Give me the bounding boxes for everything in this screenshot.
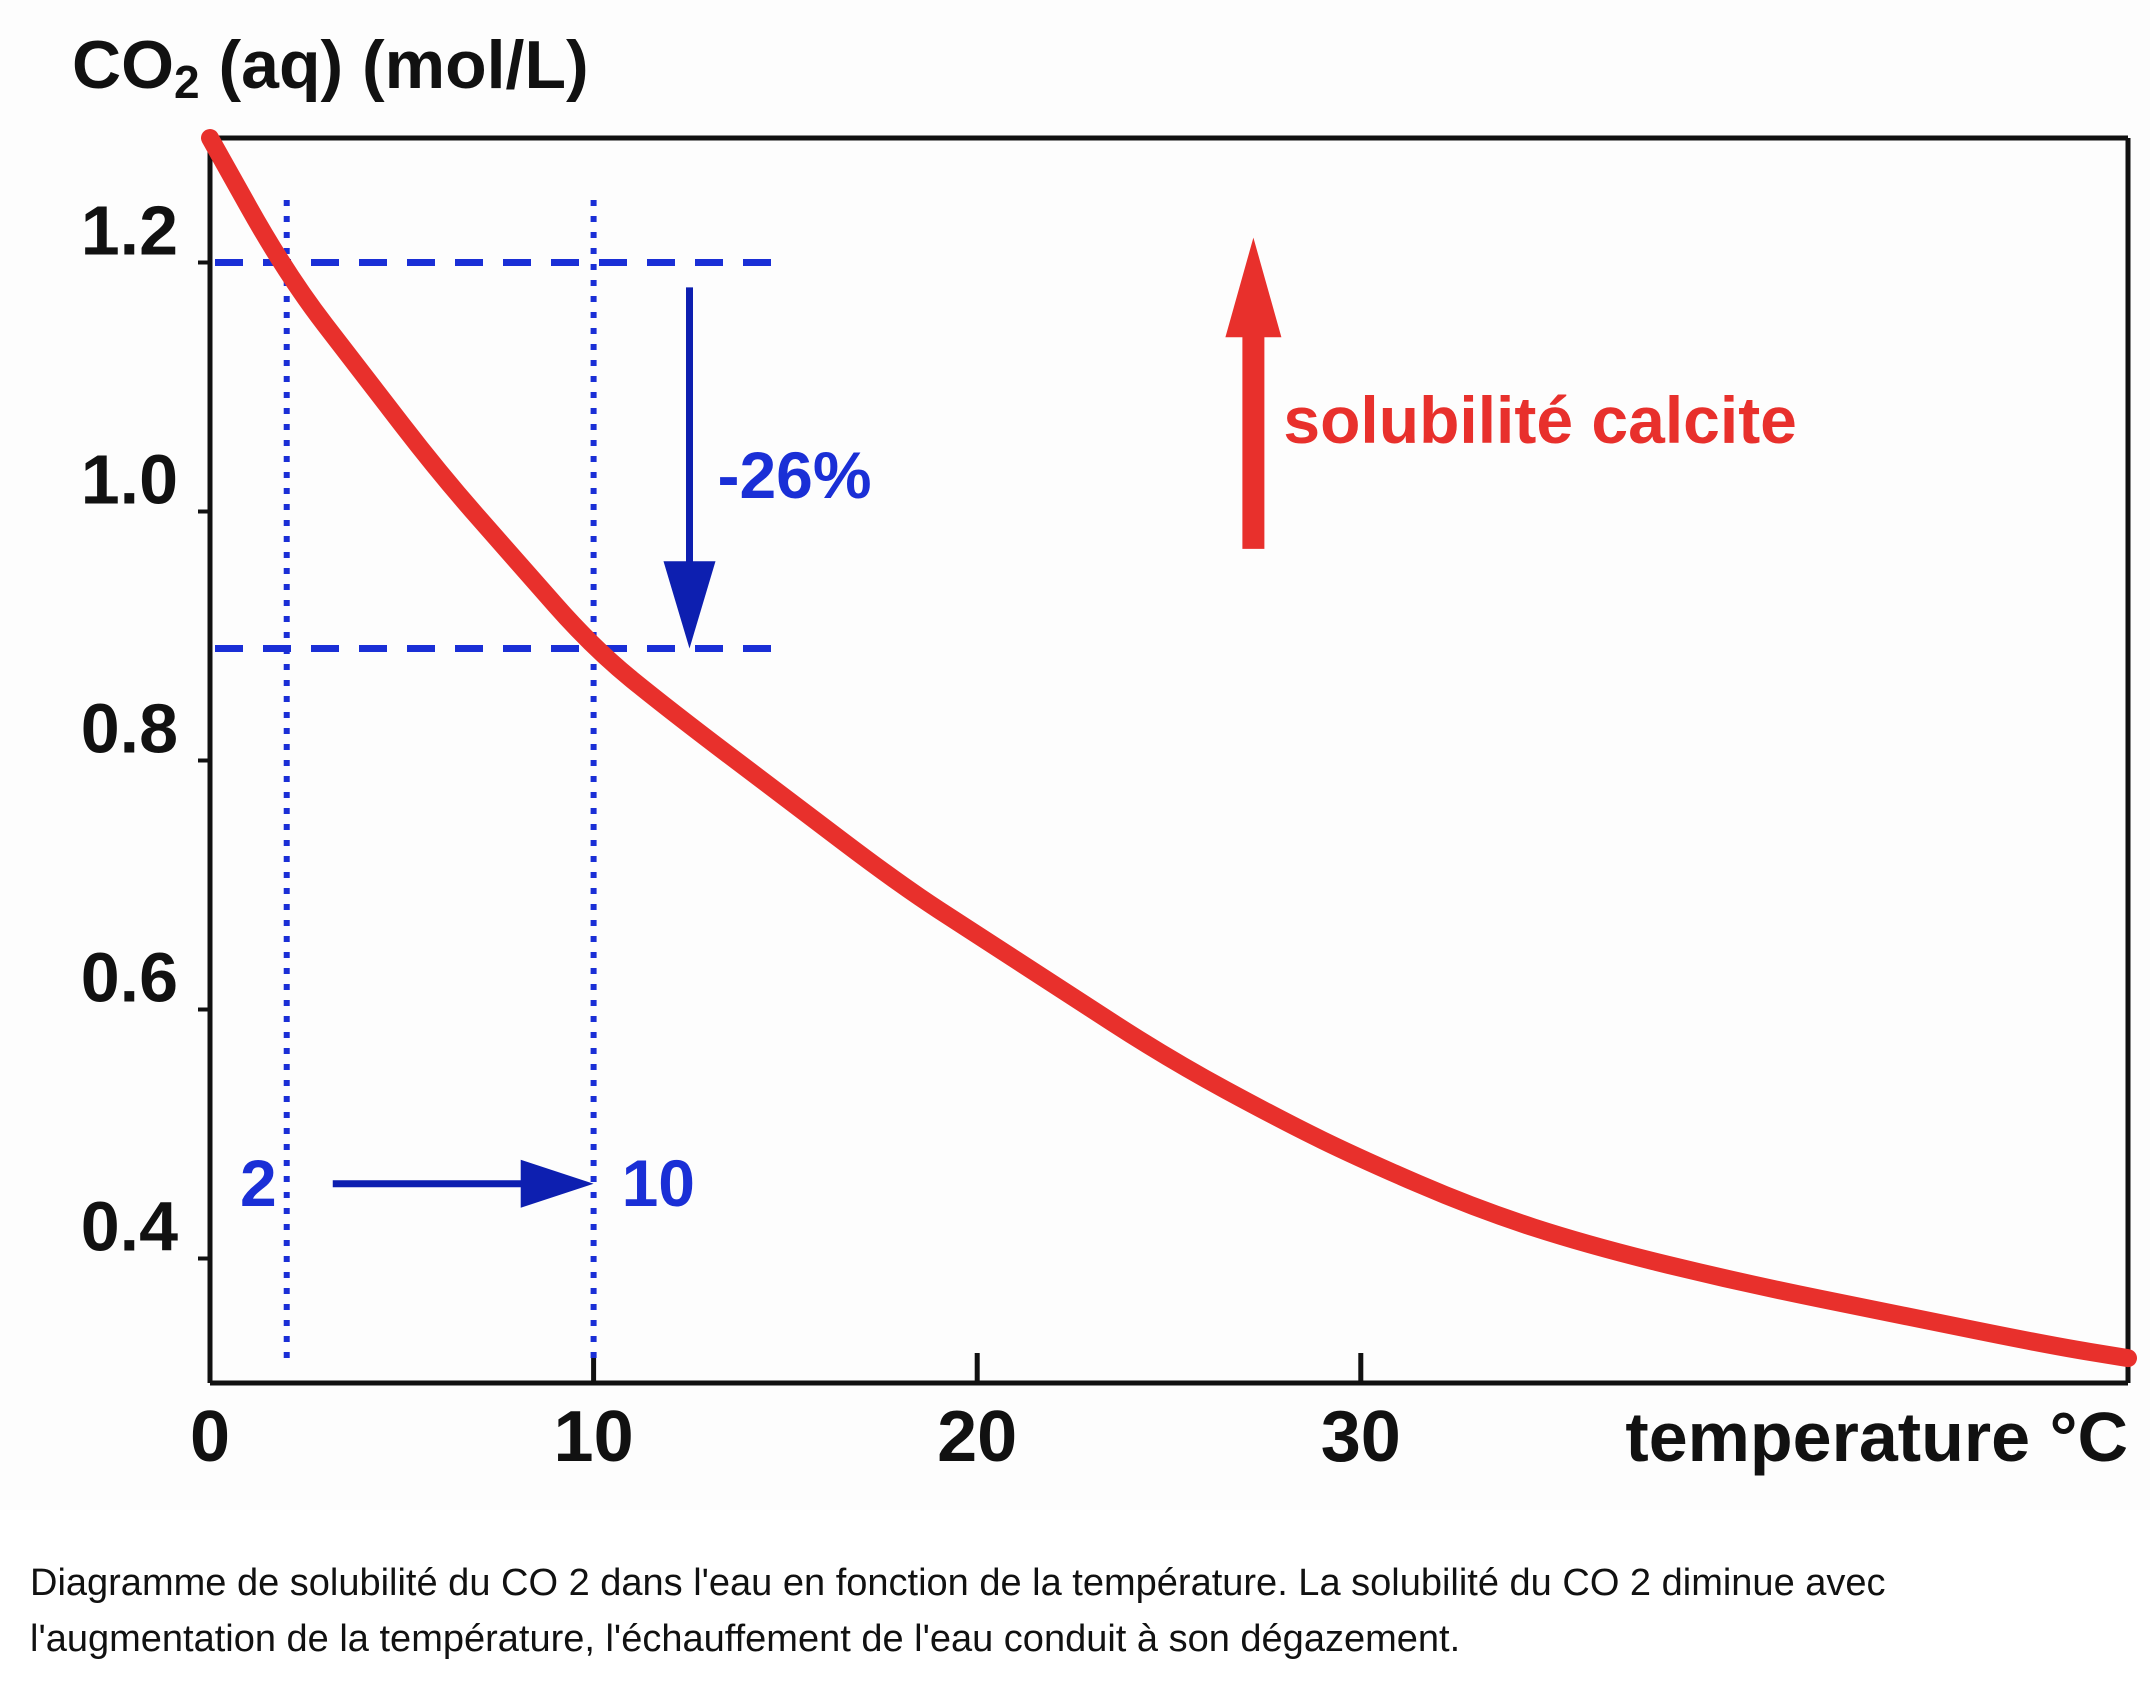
y-tick-label: 1.0 (81, 441, 178, 519)
x-tick-label: 0 (190, 1397, 230, 1477)
x-tick-label: 30 (1321, 1397, 1401, 1477)
percent-change-label: -26% (718, 438, 872, 512)
y-tick-label: 0.6 (81, 939, 178, 1017)
calcite-solubility-label: solubilité calcite (1283, 383, 1797, 457)
x-tick-label: 20 (937, 1397, 1017, 1477)
temperature-arrow-head (520, 1159, 594, 1208)
x-tick-label: 10 (554, 1397, 634, 1477)
y-tick-label: 0.4 (81, 1188, 178, 1266)
x-axis-label: temperature °C (1625, 1398, 2128, 1476)
y-tick-label: 0.8 (81, 690, 178, 768)
y-tick-label: 1.2 (81, 192, 178, 270)
figure-caption: Diagramme de solubilité du CO 2 dans l'e… (30, 1555, 2120, 1667)
decrease-arrow-head (663, 561, 716, 649)
temperature-start-label: 2 (240, 1146, 277, 1220)
chart-area: 0 10 20 30 0.4 0.6 0.8 1.0 1.2 CO2 (aq) (mol/L) te… (72, 27, 2137, 1477)
temperature-end-label: 10 (622, 1146, 695, 1220)
calcite-arrow-head (1225, 237, 1282, 338)
co2-solubility-chart: 0 10 20 30 0.4 0.6 0.8 1.0 1.2 CO2 (aq) (mol/L) te… (72, 27, 2137, 1477)
y-axis-label: CO2 (aq) (mol/L) (72, 27, 589, 108)
solubility-curve (201, 129, 2137, 1368)
caption-line-2: l'augmentation de la température, l'écha… (30, 1618, 1461, 1660)
caption-line-1: Diagramme de solubilité du CO 2 dans l'e… (30, 1562, 1886, 1604)
